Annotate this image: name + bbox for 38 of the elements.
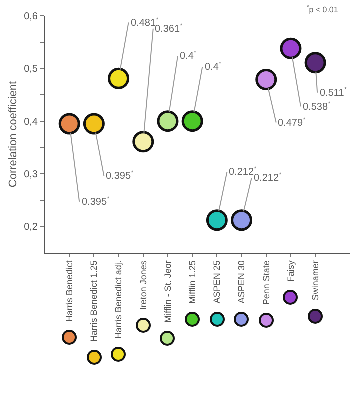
point bbox=[304, 52, 326, 74]
point bbox=[206, 210, 228, 232]
x-tick-label: Mifflin - St. Jeor bbox=[162, 260, 173, 323]
y-axis-title: Correlation coefficient bbox=[8, 81, 20, 188]
data-label: 0.538$^{*}$ bbox=[303, 101, 332, 114]
x-tick-label: ASPEN 30 bbox=[236, 260, 247, 304]
text: $^{*}$p < 0.01 bbox=[307, 5, 339, 14]
x-tick-label: Mifflin 1.25 bbox=[188, 260, 198, 304]
data-label: 0.479$^{*}$ bbox=[278, 117, 306, 130]
data-label: 0.4$^{*}$ bbox=[205, 61, 222, 74]
point bbox=[256, 68, 278, 90]
y-tick-label: 0,5 bbox=[24, 64, 38, 76]
data-label: 0.361$^{*}$ bbox=[155, 23, 184, 36]
point bbox=[83, 113, 105, 135]
x-tick-label: Swinamer bbox=[310, 260, 320, 301]
data-label: 0.511$^{*}$ bbox=[320, 87, 348, 100]
x-tick-label: Faisy bbox=[286, 260, 296, 282]
x-tick-label: Harris Benedict adj. bbox=[114, 260, 124, 340]
data-label: 0.4$^{*}$ bbox=[180, 50, 197, 62]
data-label: 0.395$^{*}$ bbox=[106, 170, 134, 182]
point bbox=[231, 210, 253, 232]
point bbox=[280, 38, 302, 60]
y-tick-label: 0,3 bbox=[24, 170, 38, 180]
y-tick-label: 0,6 bbox=[24, 12, 38, 22]
x-tick-label: Harris Benedict 1.25 bbox=[89, 260, 100, 342]
x-tick-label: Harris Benedict bbox=[64, 260, 75, 322]
y-tick-label: 0,4 bbox=[24, 116, 38, 128]
point bbox=[58, 113, 80, 135]
x-tick-label: ASPEN 25 bbox=[212, 260, 222, 304]
y-tick-label: 0,2 bbox=[24, 222, 38, 234]
point bbox=[132, 131, 154, 153]
x-tick-label: Ireton Jones bbox=[138, 260, 148, 310]
data-label: 0.395$^{*}$ bbox=[82, 196, 110, 208]
point bbox=[108, 68, 130, 90]
point bbox=[157, 110, 179, 132]
point bbox=[182, 110, 204, 132]
x-tick-label: Penn State bbox=[261, 260, 272, 306]
data-label: 0.212$^{*}$ bbox=[254, 172, 282, 184]
